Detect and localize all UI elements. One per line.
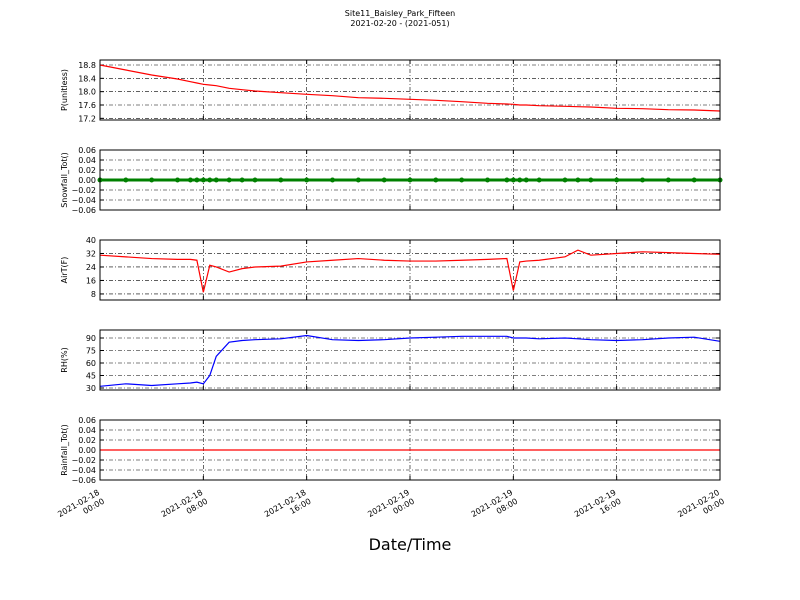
data-point [187, 177, 193, 183]
data-point [381, 177, 387, 183]
y-tick-label: 30 [86, 384, 96, 393]
y-tick-label: 0.00 [78, 176, 96, 185]
data-point [200, 177, 206, 183]
plot-frame [99, 419, 721, 481]
data-line [99, 64, 721, 112]
y-axis-label: P(unitless) [60, 69, 69, 111]
y-tick-label: 0.06 [78, 146, 96, 155]
y-tick-label: 0.04 [78, 426, 96, 435]
y-tick-label: −0.04 [71, 196, 96, 205]
y-tick-label: 0.06 [78, 416, 96, 425]
y-tick-label: 8 [91, 290, 96, 299]
y-tick-label: 0.02 [78, 166, 96, 175]
plot-frame [99, 59, 721, 121]
y-axis-label: AirT(F) [60, 257, 69, 284]
plot-area [99, 249, 721, 293]
plot-area [97, 177, 723, 183]
data-point [640, 177, 645, 183]
y-tick-label: 18.8 [78, 61, 96, 70]
plot-area [99, 334, 721, 387]
data-point [175, 177, 180, 183]
y-tick-label: 0.02 [78, 436, 96, 445]
y-tick-label: 0.00 [78, 446, 96, 455]
y-tick-label: −0.02 [71, 186, 96, 195]
data-point [330, 177, 335, 183]
data-point [575, 177, 581, 183]
y-tick-label: 75 [86, 347, 96, 356]
y-tick-label: −0.02 [71, 456, 96, 465]
y-tick-label: 32 [86, 249, 96, 258]
data-line [99, 334, 721, 387]
data-point [665, 177, 671, 183]
y-tick-label: 16 [86, 276, 96, 285]
y-tick-label: 18.0 [78, 88, 96, 97]
y-tick-label: 90 [86, 334, 96, 343]
x-axis-label: Date/Time [369, 535, 452, 554]
data-point [433, 177, 439, 183]
data-line [99, 249, 721, 293]
data-point [588, 177, 594, 183]
data-point [226, 177, 232, 183]
data-point [517, 177, 523, 183]
data-point [523, 177, 529, 183]
data-point [207, 177, 213, 183]
data-point [485, 177, 490, 183]
y-tick-label: 18.4 [78, 74, 96, 83]
data-point [123, 177, 129, 183]
y-tick-label: 17.2 [78, 114, 96, 123]
y-tick-label: 17.6 [78, 101, 96, 110]
y-tick-label: 45 [86, 372, 96, 381]
data-point [459, 177, 465, 183]
y-tick-label: 24 [86, 263, 96, 272]
data-point [504, 177, 510, 183]
data-point [536, 177, 542, 183]
y-tick-label: −0.06 [71, 476, 96, 485]
data-point [510, 177, 516, 183]
data-point [614, 177, 620, 183]
data-point [252, 177, 258, 183]
y-tick-label: 60 [86, 359, 96, 368]
y-axis-label: RH(%) [60, 347, 69, 372]
y-tick-label: 40 [86, 236, 96, 245]
y-tick-label: 0.04 [78, 156, 96, 165]
chart-title: Site11_Baisley_Park_Fifteen [345, 9, 455, 18]
y-axis-label: Rainfall_Tot() [60, 424, 69, 476]
data-point [239, 177, 245, 183]
data-point [562, 177, 568, 183]
chart-subtitle: 2021-02-20 - (2021-051) [350, 19, 449, 28]
data-point [149, 177, 155, 183]
plot-area [99, 64, 721, 112]
data-point [278, 177, 284, 183]
y-axis-label: Snowfall_Tot() [60, 152, 69, 208]
plot-frame [99, 239, 721, 301]
plot-frame [99, 149, 721, 211]
data-point [304, 177, 310, 183]
data-point [213, 177, 219, 183]
data-point [194, 177, 200, 183]
y-tick-label: −0.06 [71, 206, 96, 215]
data-point [691, 177, 697, 183]
data-point [355, 177, 361, 183]
plot-frame [99, 329, 721, 391]
data-point [407, 177, 413, 183]
y-tick-label: −0.04 [71, 466, 96, 475]
